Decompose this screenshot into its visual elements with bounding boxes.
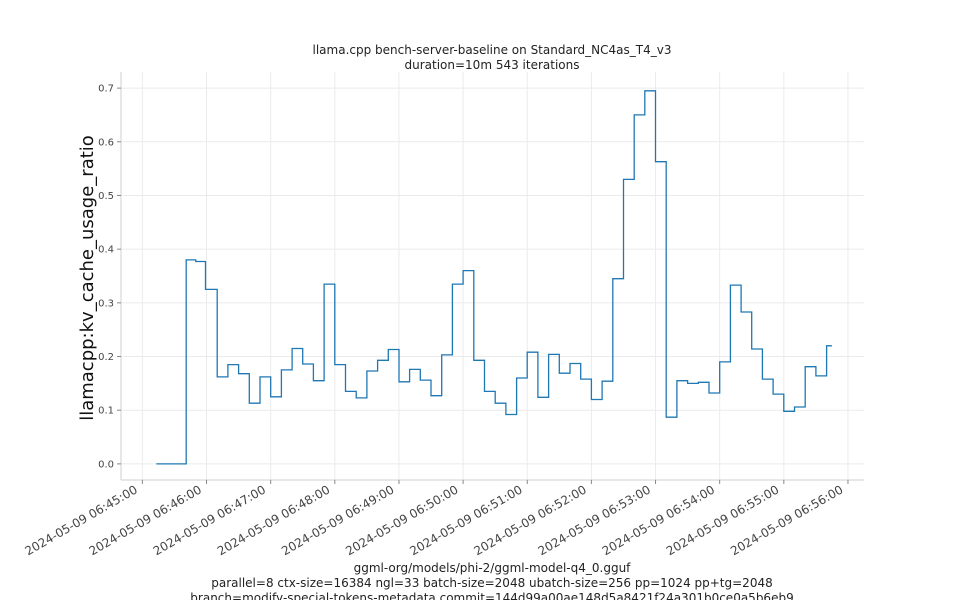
footer-branch: branch=modify-special-tokens-metadata co…: [190, 591, 793, 600]
chart-title: llama.cpp bench-server-baseline on Stand…: [313, 43, 672, 57]
y-tick-label: 0.4: [98, 245, 114, 256]
x-tick-label: 2024-05-09 06:53:00: [536, 482, 653, 558]
y-axis-label: llamacpp:kv_cache_usage_ratio: [77, 135, 98, 421]
x-tick-label: 2024-05-09 06:54:00: [600, 482, 717, 558]
y-tick-label: 0.6: [98, 137, 114, 148]
x-tick-label: 2024-05-09 06:46:00: [87, 482, 204, 558]
x-tick-label: 2024-05-09 06:47:00: [151, 482, 268, 558]
y-tick-label: 0.0: [98, 459, 114, 470]
y-tick-label: 0.5: [98, 191, 114, 202]
x-tick-label: 2024-05-09 06:56:00: [728, 482, 845, 558]
series-line: [156, 90, 832, 465]
footer-model: ggml-org/models/phi-2/ggml-model-q4_0.gg…: [354, 561, 632, 575]
grid: [121, 72, 864, 480]
x-tick-label: 2024-05-09 06:50:00: [343, 482, 460, 558]
x-tick-label: 2024-05-09 06:51:00: [407, 482, 524, 558]
y-tick-label: 0.7: [98, 84, 114, 95]
x-tick-label: 2024-05-09 06:52:00: [472, 482, 589, 558]
x-tick-label: 2024-05-09 06:45:00: [23, 482, 140, 558]
x-tick-label: 2024-05-09 06:48:00: [215, 482, 332, 558]
y-tick-label: 0.1: [98, 406, 114, 417]
footer-params: parallel=8 ctx-size=16384 ngl=33 batch-s…: [211, 576, 772, 590]
axes: [120, 72, 864, 481]
series-layer: [156, 90, 832, 465]
x-tick-label: 2024-05-09 06:49:00: [279, 482, 396, 558]
x-tick-label: 2024-05-09 06:55:00: [664, 482, 781, 558]
chart-subtitle: duration=10m 543 iterations: [405, 58, 580, 72]
y-tick-label: 0.3: [98, 298, 114, 309]
y-ticks: 0.0 0.1 0.2 0.3 0.4 0.5 0.6 0.7: [98, 84, 121, 470]
y-tick-label: 0.2: [98, 352, 114, 363]
